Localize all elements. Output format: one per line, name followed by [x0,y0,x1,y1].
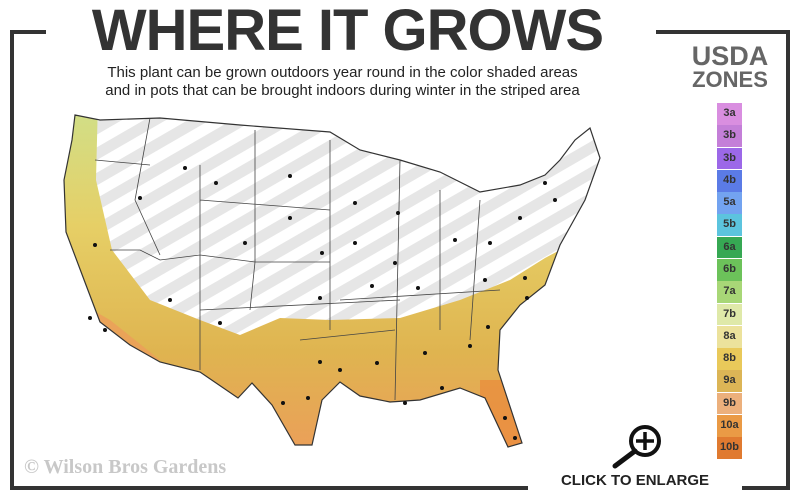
city-dot [525,296,529,300]
legend-title-line: USDA [691,41,769,71]
city-dot [320,251,324,255]
city-dot [403,401,407,405]
legend-zone-3a: 3a [717,103,742,125]
legend-zone-9a: 9a [717,370,742,393]
city-dot [375,361,379,365]
legend-zone-5b: 5b [717,214,742,237]
subtitle-line: and in pots that can be brought indoors … [105,82,580,99]
city-dot [503,416,507,420]
frame-line [786,30,790,490]
legend-title-line: ZONES [692,67,768,92]
city-dot [243,241,247,245]
city-dot [288,174,292,178]
city-dot [370,284,374,288]
frame-line [10,486,528,490]
page-title: WHERE IT GROWS [91,0,604,63]
legend-zone-8a: 8a [717,325,742,348]
zone-legend: 3a 3b 3b 4b 5a 5b 6a 6b 7a 7b 8a 8b 9a 9b 10a 10b [717,103,742,460]
legend-zone-9b: 9b [717,392,742,415]
city-dot [318,296,322,300]
city-dot [214,181,218,185]
frame-line [10,30,46,34]
city-dot [138,196,142,200]
city-dot [338,368,342,372]
frame-line [742,486,790,490]
click-to-enlarge-button[interactable]: CLICK TO ENLARGE [540,420,730,489]
us-zone-map[interactable] [40,100,620,460]
click-to-enlarge-label: CLICK TO ENLARGE [560,472,710,489]
legend-zone-10b: 10b [717,437,742,459]
city-dot [483,278,487,282]
city-dot [288,216,292,220]
legend-zone-6b: 6b [717,258,742,281]
legend-zone-3b: 3b [717,125,742,147]
city-dot [318,360,322,364]
city-dot [281,401,285,405]
frame-line [10,30,14,490]
legend-zone-8b: 8b [717,348,742,370]
watermark: © Wilson Bros Gardens [24,456,227,478]
subtitle: This plant can be grown outdoors year ro… [50,64,635,100]
city-dot [103,328,107,332]
city-dot [393,261,397,265]
legend-zone-10a: 10a [717,414,742,437]
legend-zone-3b: 3b [717,147,742,170]
city-dot [518,216,522,220]
city-dot [513,436,517,440]
city-dot [523,276,527,280]
legend-zone-5a: 5a [717,192,742,214]
city-dot [543,181,547,185]
state-borders [94,117,501,401]
legend-title: USDA ZONES [675,41,785,92]
city-dot [453,238,457,242]
legend-zone-6a: 6a [717,236,742,259]
city-dot [488,241,492,245]
city-dot [423,351,427,355]
frame-line [656,30,790,34]
city-dot [218,321,222,325]
city-dots [88,166,557,440]
city-dot [353,201,357,205]
city-dot [440,386,444,390]
legend-zone-4b: 4b [717,169,742,192]
city-dot [168,298,172,302]
legend-zone-7a: 7a [717,281,742,303]
city-dot [93,243,97,247]
legend-zone-7b: 7b [717,303,742,326]
magnifier-plus-icon [612,425,661,469]
city-dot [468,344,472,348]
city-dot [396,211,400,215]
city-dot [183,166,187,170]
city-dot [88,316,92,320]
subtitle-line: This plant can be grown outdoors year ro… [107,64,578,81]
city-dot [416,286,420,290]
city-dot [353,241,357,245]
city-dot [553,198,557,202]
city-dot [306,396,310,400]
city-dot [486,325,490,329]
